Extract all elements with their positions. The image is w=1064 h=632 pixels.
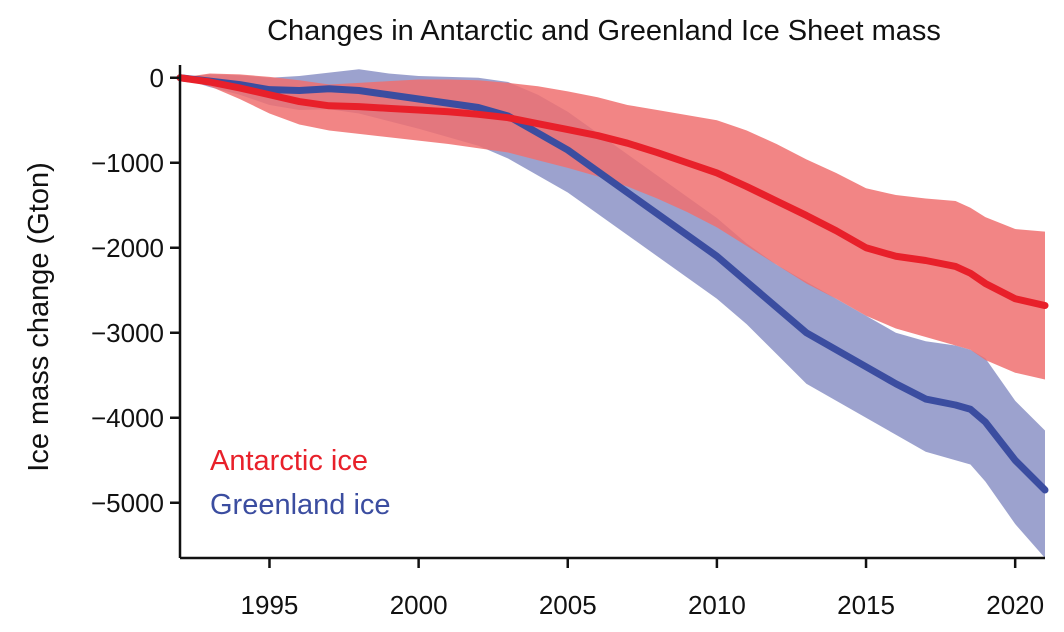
y-tick-label: −2000: [91, 233, 164, 263]
chart-title: Changes in Antarctic and Greenland Ice S…: [267, 15, 941, 47]
x-tick-label: 2010: [688, 590, 746, 620]
antarctic-ice-line: [176, 74, 1049, 310]
x-tick-label: 1995: [241, 590, 299, 620]
y-tick-label: −4000: [91, 403, 164, 433]
x-ticks: 1995 2000 2005 2010 2015 2020: [241, 558, 1044, 620]
y-tick-label: −3000: [91, 318, 164, 348]
legend-greenland: Greenland ice: [210, 489, 391, 521]
x-tick-label: 2005: [539, 590, 597, 620]
y-tick-label: −5000: [91, 488, 164, 518]
x-tick-label: 2015: [837, 590, 895, 620]
antarctic-ice-uncertainty-band: [180, 73, 1045, 380]
uncertainty-bands: [180, 69, 1045, 558]
y-tick-label: −1000: [91, 148, 164, 178]
series-lines: [176, 74, 1049, 494]
y-axis-label: Ice mass change (Gton): [23, 162, 55, 471]
y-tick-label: 0: [150, 63, 164, 93]
legend-antarctic: Antarctic ice: [210, 445, 368, 477]
x-tick-label: 2020: [986, 590, 1044, 620]
greenland-ice-line: [176, 74, 1049, 494]
y-ticks: 0 −1000 −2000 −3000 −4000 −5000: [91, 63, 180, 518]
x-tick-label: 2000: [390, 590, 448, 620]
